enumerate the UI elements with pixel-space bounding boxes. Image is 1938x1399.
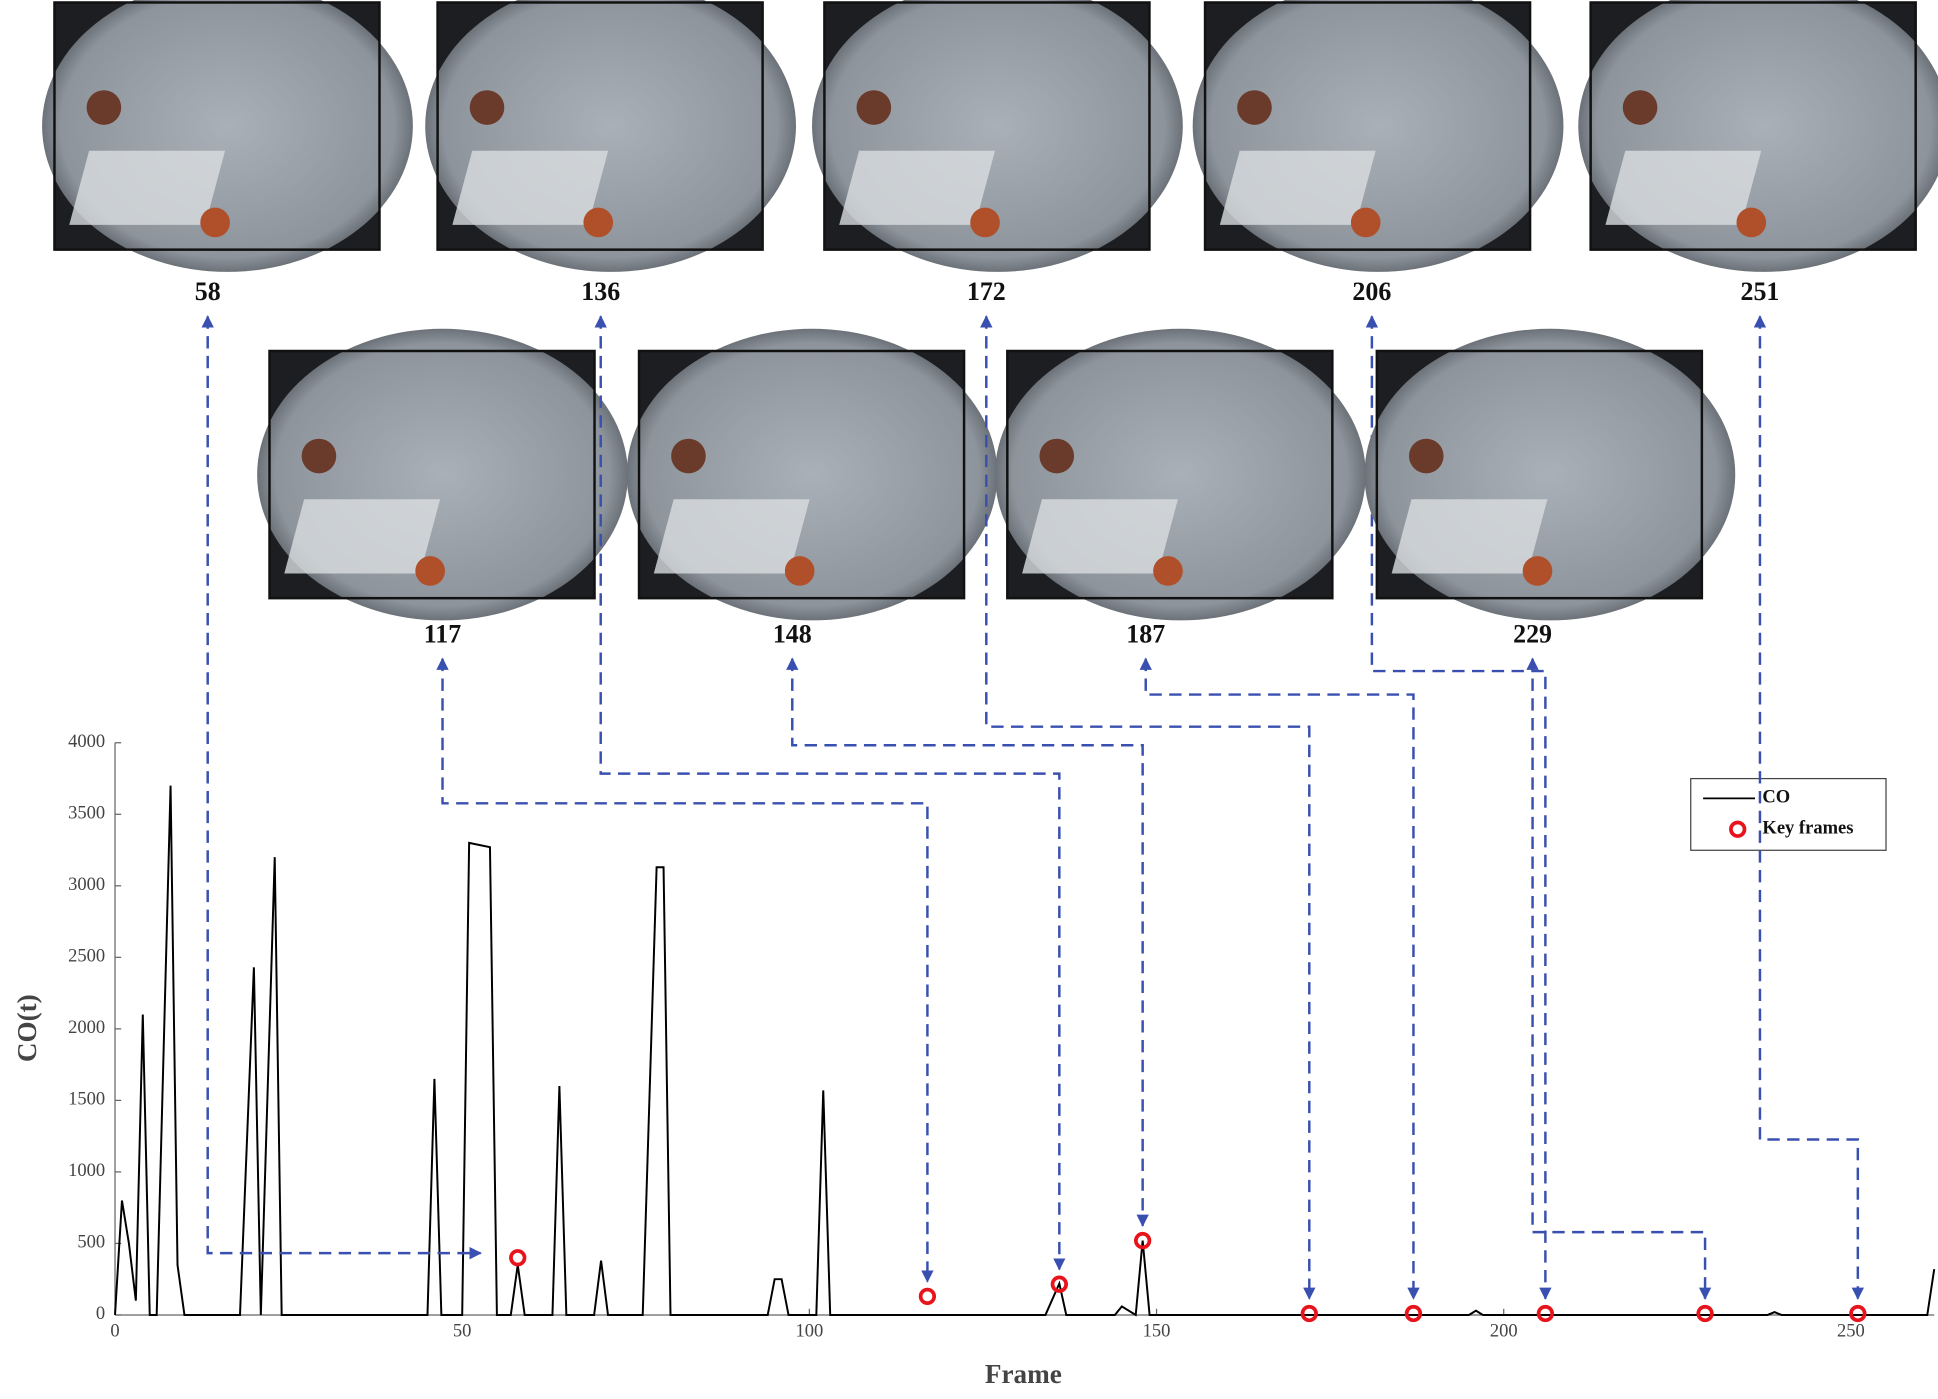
thumbnail-window: [1605, 150, 1762, 225]
legend: CO Key frames: [1690, 777, 1887, 851]
key-frame-marker: [918, 1287, 937, 1306]
y-tick-label: 500: [77, 1232, 105, 1253]
thumbnail-object: [784, 556, 815, 586]
y-tick-label: 0: [96, 1303, 105, 1324]
x-tick-label: 200: [1490, 1321, 1518, 1342]
thumbnail-object: [301, 438, 337, 474]
thumbnail-window: [1219, 150, 1376, 225]
thumbnail-edge: [1589, 1, 1917, 251]
y-axis-title: CO(t): [12, 994, 42, 1062]
frame-label: 206: [1352, 277, 1391, 306]
thumbnail-edge: [268, 349, 596, 600]
thumbnail-edge: [53, 1, 381, 251]
frame-label: 229: [1513, 619, 1552, 648]
frame-label: 136: [581, 277, 620, 306]
key-frame-marker: [1300, 1304, 1318, 1323]
thumbnail-object: [671, 438, 706, 474]
frame-label: 251: [1741, 277, 1780, 306]
thumbnail-edge: [436, 1, 764, 251]
thumbnail-object: [1736, 207, 1767, 238]
y-tick-label: 4000: [68, 731, 105, 752]
y-tick-label: 1000: [68, 1160, 105, 1181]
arrow: [201, 315, 482, 1260]
thumbnail-object: [1039, 438, 1075, 474]
thumbnail-object: [1622, 90, 1658, 125]
frame-label: 172: [967, 277, 1006, 306]
frame-label: 148: [773, 619, 812, 648]
y-tick-label: 2000: [68, 1017, 105, 1038]
thumbnail-edge: [637, 349, 966, 600]
key-frame-marker: [1404, 1304, 1423, 1323]
co-line: [114, 785, 1936, 1317]
thumbnail: [626, 328, 998, 621]
thumbnail-object: [1237, 90, 1272, 125]
y-tick-label: 3000: [68, 874, 105, 895]
thumbnail-edge: [823, 1, 1151, 251]
thumbnail: [1364, 328, 1736, 621]
arrow: [436, 657, 934, 1283]
thumbnail-object: [469, 90, 505, 125]
thumbnail-object: [856, 90, 892, 125]
legend-marker: [1729, 820, 1747, 838]
thumbnail-object: [200, 207, 230, 238]
thumbnail-object: [86, 90, 122, 125]
thumbnail-window: [69, 150, 226, 225]
thumbnail-edge: [1375, 349, 1704, 600]
arrow: [594, 315, 1066, 1271]
x-axis-title: Frame: [985, 1359, 1062, 1389]
frame-label: 117: [424, 619, 462, 648]
x-tick-label: 150: [1143, 1321, 1171, 1342]
thumbnail-edge: [1006, 349, 1334, 600]
thumbnail: [812, 0, 1183, 272]
thumbnail-object: [1153, 556, 1183, 586]
thumbnail: [1192, 0, 1564, 272]
arrow: [1139, 657, 1420, 1300]
y-tick-label: 3500: [68, 803, 105, 824]
key-frame-marker: [1849, 1304, 1867, 1323]
thumbnail: [257, 328, 628, 621]
y-tick-label: 2500: [68, 946, 105, 967]
x-tick-label: 250: [1837, 1321, 1865, 1342]
thumbnail-object: [583, 207, 614, 238]
thumbnail-edge: [1203, 1, 1532, 251]
legend-label: CO: [1762, 787, 1790, 808]
thumbnail: [42, 0, 413, 272]
thumbnail-window: [1391, 499, 1548, 574]
x-tick-label: 0: [110, 1321, 119, 1342]
thumbnail-window: [1022, 499, 1178, 574]
thumbnail-object: [1408, 438, 1444, 474]
thumbnail-window: [452, 150, 609, 225]
thumbnail-object: [415, 556, 445, 586]
legend-label: Key frames: [1762, 818, 1853, 839]
x-tick-label: 100: [795, 1321, 823, 1342]
thumbnail: [425, 0, 796, 272]
arrow: [1526, 657, 1712, 1300]
key-frame-marker: [509, 1249, 527, 1267]
key-frame-marker: [1536, 1304, 1555, 1323]
key-frame-marker: [1696, 1304, 1714, 1323]
thumbnail-object: [1522, 556, 1553, 586]
thumbnail-window: [653, 499, 810, 574]
frame-label: 187: [1126, 619, 1165, 648]
thumbnail: [1578, 0, 1938, 272]
x-tick-label: 50: [453, 1321, 472, 1342]
arrow: [786, 657, 1149, 1227]
thumbnail-object: [970, 207, 1000, 238]
y-tick-label: 1500: [68, 1089, 105, 1110]
thumbnail-window: [839, 150, 996, 225]
thumbnail-object: [1350, 207, 1381, 238]
frame-label: 58: [195, 277, 221, 306]
arrow: [1753, 315, 1865, 1300]
thumbnail-window: [284, 499, 441, 574]
thumbnail: [994, 328, 1366, 621]
